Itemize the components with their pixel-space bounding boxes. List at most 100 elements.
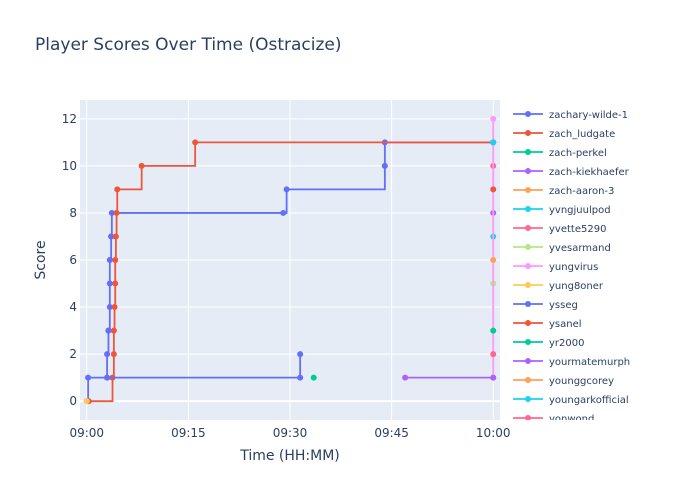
data-point [112,280,119,287]
legend-item[interactable]: yr2000 [513,338,584,349]
legend-item[interactable]: ysseg [513,300,578,311]
legend-swatch-marker [525,206,531,212]
data-point [106,257,113,263]
data-point [104,374,111,381]
legend-swatch-marker [525,130,531,136]
series-yr2000 [490,327,497,334]
legend-label: yourmatemurph [549,357,630,368]
legend-swatch-marker [525,282,531,288]
y-tick-label: 2 [69,347,77,361]
data-point [297,374,304,381]
legend-label: ysseg [549,300,578,311]
data-point [108,209,115,216]
legend-swatch-marker [525,377,531,383]
series-layer [83,115,497,405]
data-point [490,327,497,334]
legend-swatch-marker [525,358,531,364]
data-point [310,374,317,381]
x-tick-label: 09:00 [69,426,104,440]
data-point [138,162,145,169]
data-point [490,139,497,146]
series-yung8oner [83,398,90,405]
data-point [402,374,409,381]
data-point [108,233,115,240]
data-point [85,374,92,381]
legend-item[interactable]: yvesarmand [513,243,611,254]
legend-item[interactable]: yvngjuulpod [513,205,611,216]
legend-label: yung8oner [549,281,604,292]
data-point [490,257,497,263]
legend-label: yvngjuulpod [549,205,611,216]
legend-label: ysanel [549,319,582,330]
legend-label: yvesarmand [549,243,611,254]
grid-lines [80,100,500,420]
y-tick-label: 8 [69,206,77,220]
legend-label: zach-perkel [549,148,607,159]
legend-swatch-marker [525,225,531,231]
x-tick-label: 09:45 [374,426,409,440]
legend-swatch-marker [525,111,531,117]
y-tick-label: 12 [62,112,77,126]
legend[interactable]: zachary-wilde-1 zach_ludgate zach-perkel za… [513,110,630,425]
x-tick-label: 10:00 [476,426,511,440]
legend-item[interactable]: zachary-wilde-1 [513,110,628,121]
legend-item[interactable]: zach-kiekhaefer [513,167,630,178]
series-yourmatemurph [402,374,497,381]
legend-label: zachary-wilde-1 [549,110,628,121]
legend-item[interactable]: zach-aaron-3 [513,186,614,197]
data-point [192,139,199,146]
y-tick-labels: 0 2 4 6 8 10 12 [62,112,77,408]
data-point [112,233,119,240]
legend-swatch-marker [525,320,531,326]
legend-swatch-marker [525,263,531,269]
data-point [297,351,304,358]
legend-label: zach_ludgate [549,129,615,140]
legend-label: yr2000 [549,338,584,349]
data-point [110,351,117,358]
x-tick-labels: 09:00 09:15 09:30 09:45 10:00 [69,426,510,440]
legend-item[interactable]: zach-perkel [513,148,607,159]
data-point [106,280,113,287]
legend-swatch-marker [525,415,531,420]
x-tick-label: 09:15 [171,426,206,440]
data-point [106,304,113,311]
legend-item[interactable]: yonwond [513,414,594,425]
legend-item[interactable]: younggcorey [513,376,614,387]
legend-item[interactable]: yvette5290 [513,224,606,235]
legend-swatch-marker [525,187,531,193]
data-point [83,398,90,405]
legend-label: yonwond [549,414,594,425]
legend-item[interactable]: zach_ludgate [513,129,615,140]
series-yonwond [490,351,497,358]
data-point [283,186,290,193]
chart-title: Player Scores Over Time (Ostracize) [35,35,342,55]
y-tick-label: 4 [69,300,77,314]
legend-label: zach-kiekhaefer [549,167,630,178]
data-point [381,162,388,169]
y-axis-title: Score [33,240,49,279]
x-tick-label: 09:30 [273,426,308,440]
legend-item[interactable]: yourmatemurph [513,357,630,368]
data-point [490,115,497,122]
x-axis-title: Time (HH:MM) [239,448,340,464]
legend-swatch-marker [525,301,531,307]
series-ysseg [104,351,304,381]
data-point [112,257,119,263]
legend-label: youngarkofficial [549,395,629,406]
legend-label: zach-aaron-3 [549,186,614,197]
data-point [490,374,497,381]
data-point [114,186,121,193]
legend-label: yungvirus [549,262,598,273]
data-point [111,304,118,311]
legend-item[interactable]: yungvirus [513,262,598,273]
legend-swatch-marker [525,396,531,402]
series-younggcorey [490,257,497,263]
legend-swatch-marker [525,244,531,250]
legend-item[interactable]: yung8oner [513,281,604,292]
legend-swatch-marker [525,168,531,174]
data-point [490,351,497,358]
y-tick-label: 6 [69,253,77,267]
legend-item[interactable]: youngarkofficial [513,395,629,406]
legend-item[interactable]: ysanel [513,319,582,330]
